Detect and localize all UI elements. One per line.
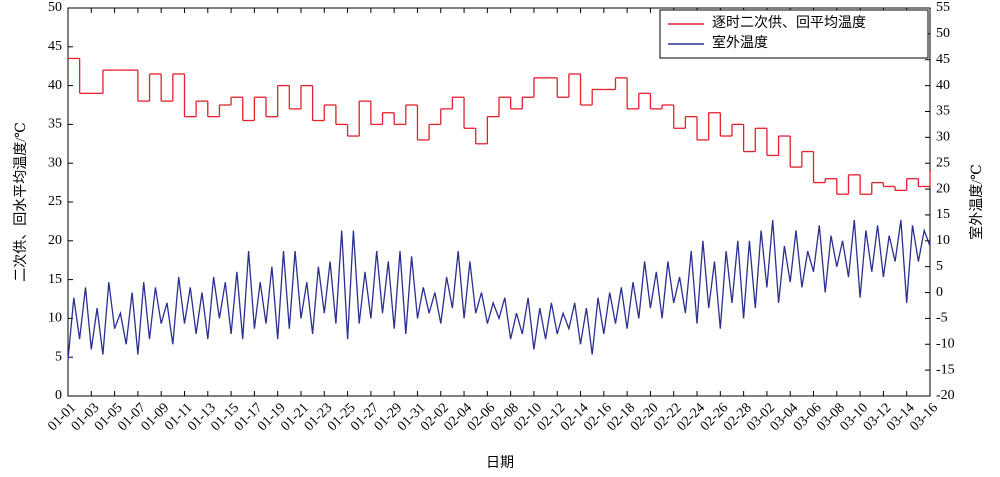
y-tick-label: 40 bbox=[48, 78, 62, 93]
y2-tick-label: 40 bbox=[936, 78, 950, 93]
y-tick-label: 45 bbox=[48, 39, 62, 54]
y2-tick-label: 55 bbox=[936, 0, 950, 15]
legend-label: 室外温度 bbox=[712, 34, 768, 51]
y2-axis-label: 室外温度/℃ bbox=[968, 164, 985, 240]
legend-label: 逐时二次供、回平均温度 bbox=[712, 15, 866, 31]
y-tick-label: 15 bbox=[48, 272, 62, 287]
series-line bbox=[67, 220, 931, 360]
y2-tick-label: -5 bbox=[936, 311, 948, 326]
y-tick-label: 20 bbox=[48, 233, 62, 248]
y-tick-label: 30 bbox=[48, 155, 62, 170]
y2-tick-label: -20 bbox=[936, 388, 955, 403]
y2-tick-label: 50 bbox=[936, 26, 950, 41]
y-tick-label: 5 bbox=[55, 349, 62, 364]
y-tick-label: 10 bbox=[48, 311, 62, 326]
legend-box bbox=[659, 9, 929, 59]
y-tick-label: 35 bbox=[48, 117, 62, 132]
y2-tick-label: 30 bbox=[936, 130, 950, 145]
y2-tick-label: 5 bbox=[936, 259, 943, 274]
y2-tick-label: 15 bbox=[936, 207, 950, 222]
y2-tick-label: 10 bbox=[936, 233, 950, 248]
y2-tick-label: 25 bbox=[936, 155, 950, 170]
y2-tick-label: 35 bbox=[936, 104, 950, 119]
y-tick-label: 50 bbox=[48, 0, 62, 15]
plot-frame bbox=[67, 7, 931, 397]
x-tick-label: 03-16 bbox=[907, 400, 941, 434]
y2-tick-label: -15 bbox=[936, 362, 955, 377]
y2-tick-label: -10 bbox=[936, 336, 955, 351]
x-axis-label: 日期 bbox=[486, 455, 514, 471]
y-axis-label: 二次供、回水平均温度/℃ bbox=[13, 122, 29, 282]
y2-tick-label: 0 bbox=[936, 285, 943, 300]
y2-tick-label: 45 bbox=[936, 52, 950, 67]
y2-tick-label: 20 bbox=[936, 181, 950, 196]
y-tick-label: 0 bbox=[55, 388, 62, 403]
y-tick-label: 25 bbox=[48, 194, 62, 209]
